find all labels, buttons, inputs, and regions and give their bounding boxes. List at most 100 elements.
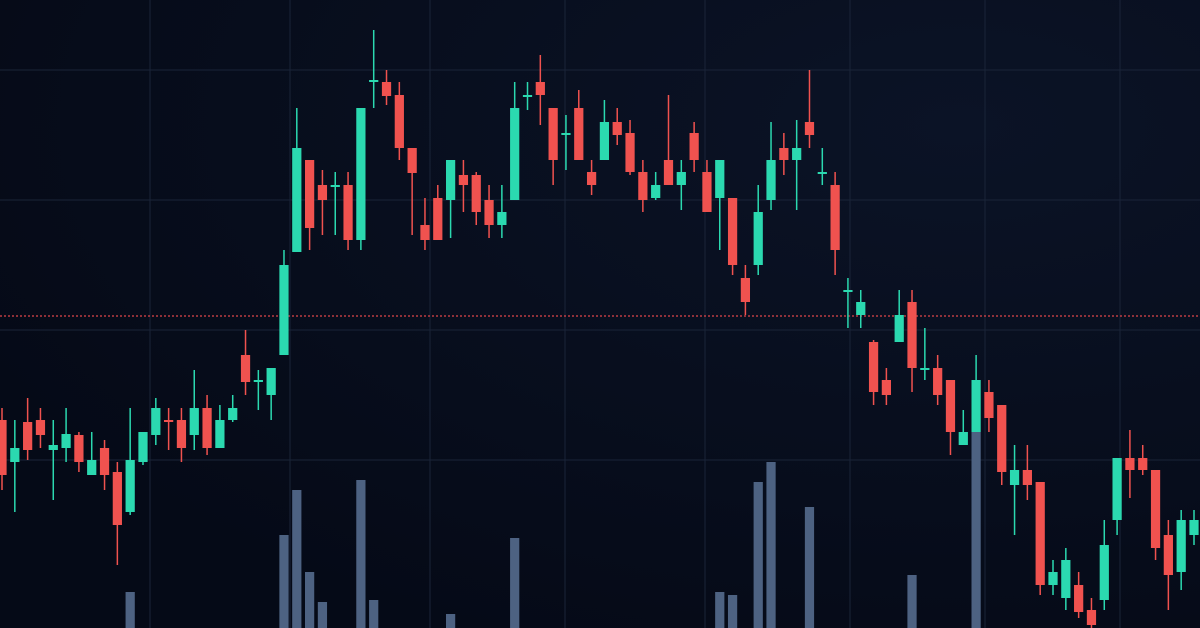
candle-body xyxy=(253,380,263,382)
candle-body xyxy=(407,148,417,173)
volume-bar xyxy=(445,614,456,628)
candle-body xyxy=(420,225,430,240)
candle-body xyxy=(1048,572,1058,585)
candle-body xyxy=(125,460,135,512)
candle-body xyxy=(1176,520,1186,572)
candle-body xyxy=(727,198,738,265)
candle-body xyxy=(920,368,930,370)
volume-bar xyxy=(727,595,738,628)
candle-body xyxy=(856,302,866,315)
candle-body xyxy=(0,420,7,475)
candle-body xyxy=(997,405,1007,472)
candle-body xyxy=(138,432,148,462)
candle-body xyxy=(510,108,520,200)
candle-body xyxy=(1138,458,1148,470)
candle-body xyxy=(445,160,456,200)
candle-body xyxy=(330,185,340,187)
candle-body xyxy=(151,408,161,435)
volume-bar xyxy=(971,432,981,628)
candle-body xyxy=(279,265,289,355)
candle-body xyxy=(189,408,199,435)
candle-body xyxy=(522,95,533,97)
candle-body xyxy=(1112,458,1122,520)
candle-body xyxy=(702,172,712,212)
candle-body xyxy=(651,185,661,198)
candle-body xyxy=(1022,470,1032,485)
candle-body xyxy=(1009,470,1020,485)
candle-body xyxy=(1163,535,1173,575)
candle-body xyxy=(240,355,251,382)
candle-body xyxy=(792,148,802,160)
candle-body xyxy=(1074,585,1084,612)
candle-body xyxy=(497,212,507,225)
candle-body xyxy=(164,420,174,422)
candle-body xyxy=(779,148,789,160)
candle-body xyxy=(292,148,302,252)
volume-bar xyxy=(715,592,725,628)
candle-body xyxy=(894,315,904,342)
candle-body xyxy=(1189,520,1199,535)
candle-body xyxy=(612,122,622,135)
candle-body xyxy=(35,420,46,435)
candle-body xyxy=(625,133,635,172)
candle-body xyxy=(304,160,315,228)
candle-body xyxy=(676,172,686,185)
candle-body xyxy=(381,82,392,96)
candle-body xyxy=(958,432,968,445)
candle-body xyxy=(535,82,545,95)
candle-body xyxy=(1086,610,1097,625)
candle-body xyxy=(663,160,674,185)
candle-body xyxy=(87,460,97,475)
candle-body xyxy=(817,172,827,174)
candle-body xyxy=(561,133,571,135)
candle-body xyxy=(868,342,879,392)
candle-body xyxy=(484,200,494,225)
candle-body xyxy=(933,368,943,395)
candle-body xyxy=(176,420,187,448)
candle-body xyxy=(48,445,58,450)
candle-body xyxy=(1125,458,1135,470)
volume-bar xyxy=(125,592,135,628)
volume-bar xyxy=(356,480,366,628)
candle-body xyxy=(23,422,33,450)
candle-body xyxy=(740,278,751,302)
candle-body xyxy=(433,198,443,240)
candle-body xyxy=(907,302,917,368)
candle-body xyxy=(945,380,956,432)
candle-body xyxy=(881,380,892,395)
volume-bar xyxy=(510,538,520,628)
candle-body xyxy=(1099,545,1109,600)
candle-body xyxy=(599,122,610,160)
volume-bar xyxy=(292,490,302,628)
volume-bar xyxy=(369,600,379,628)
volume-bar xyxy=(804,507,815,628)
candle-body xyxy=(458,175,469,185)
candle-body xyxy=(317,185,328,200)
volume-bar xyxy=(279,535,289,628)
candle-body xyxy=(99,448,110,475)
candle-body xyxy=(984,392,994,418)
candle-body xyxy=(804,122,815,135)
candle-body xyxy=(369,80,379,82)
candle-body xyxy=(266,368,276,395)
candle-body xyxy=(61,434,71,448)
candle-body xyxy=(1061,560,1071,598)
candle-body xyxy=(202,408,212,448)
volume-bar xyxy=(766,462,776,628)
candle-body xyxy=(971,380,981,432)
candle-body xyxy=(586,172,597,185)
volume-bar xyxy=(304,572,315,628)
candle-body xyxy=(343,185,353,240)
volume-bar xyxy=(907,575,917,628)
candle-body xyxy=(215,420,225,448)
candle-body xyxy=(843,290,853,292)
candle-body xyxy=(112,472,122,525)
candle-body xyxy=(394,95,404,148)
candle-body xyxy=(1035,482,1045,585)
candle-body xyxy=(10,448,20,462)
candle-body xyxy=(638,172,648,200)
